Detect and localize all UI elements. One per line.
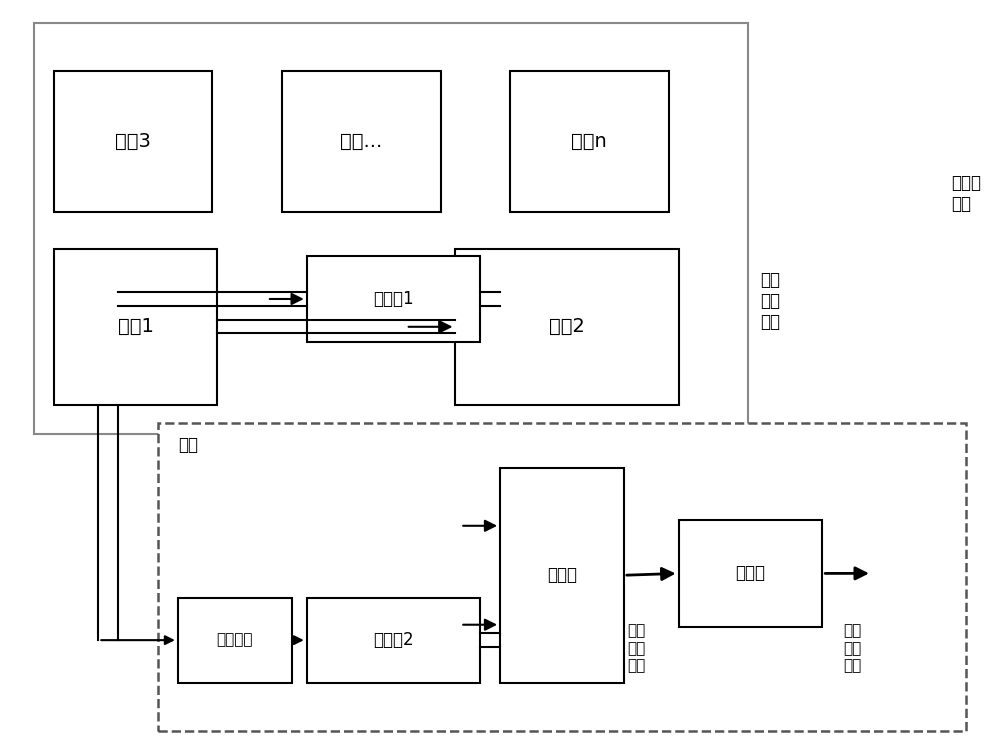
Text: 比较
输出
结果: 比较 输出 结果 xyxy=(628,623,646,674)
FancyBboxPatch shape xyxy=(54,71,212,211)
Text: 器件3: 器件3 xyxy=(115,132,151,151)
Text: 锁存器2: 锁存器2 xyxy=(373,632,414,650)
Text: 器件2: 器件2 xyxy=(549,317,585,336)
Text: 器件n: 器件n xyxy=(571,132,607,151)
FancyBboxPatch shape xyxy=(455,249,679,405)
Text: 状态机: 状态机 xyxy=(735,565,765,583)
FancyBboxPatch shape xyxy=(158,423,966,731)
Text: 延时电路: 延时电路 xyxy=(216,633,253,648)
FancyBboxPatch shape xyxy=(178,598,292,682)
FancyBboxPatch shape xyxy=(307,598,480,682)
Text: 器件...: 器件... xyxy=(340,132,382,151)
FancyBboxPatch shape xyxy=(54,249,217,405)
FancyBboxPatch shape xyxy=(679,520,822,627)
Text: 器件1: 器件1 xyxy=(118,317,154,336)
FancyBboxPatch shape xyxy=(500,468,624,682)
Text: 故障
指示
结果: 故障 指示 结果 xyxy=(843,623,861,674)
Text: 数字
电路
系统: 数字 电路 系统 xyxy=(760,271,780,331)
Text: 输入: 输入 xyxy=(178,436,198,454)
FancyBboxPatch shape xyxy=(307,256,480,341)
Text: 锁存器1: 锁存器1 xyxy=(373,290,414,308)
Text: 比较器: 比较器 xyxy=(547,566,577,584)
FancyBboxPatch shape xyxy=(282,71,441,211)
FancyBboxPatch shape xyxy=(510,71,669,211)
Text: 本发明
原理: 本发明 原理 xyxy=(951,174,981,213)
FancyBboxPatch shape xyxy=(34,22,748,434)
